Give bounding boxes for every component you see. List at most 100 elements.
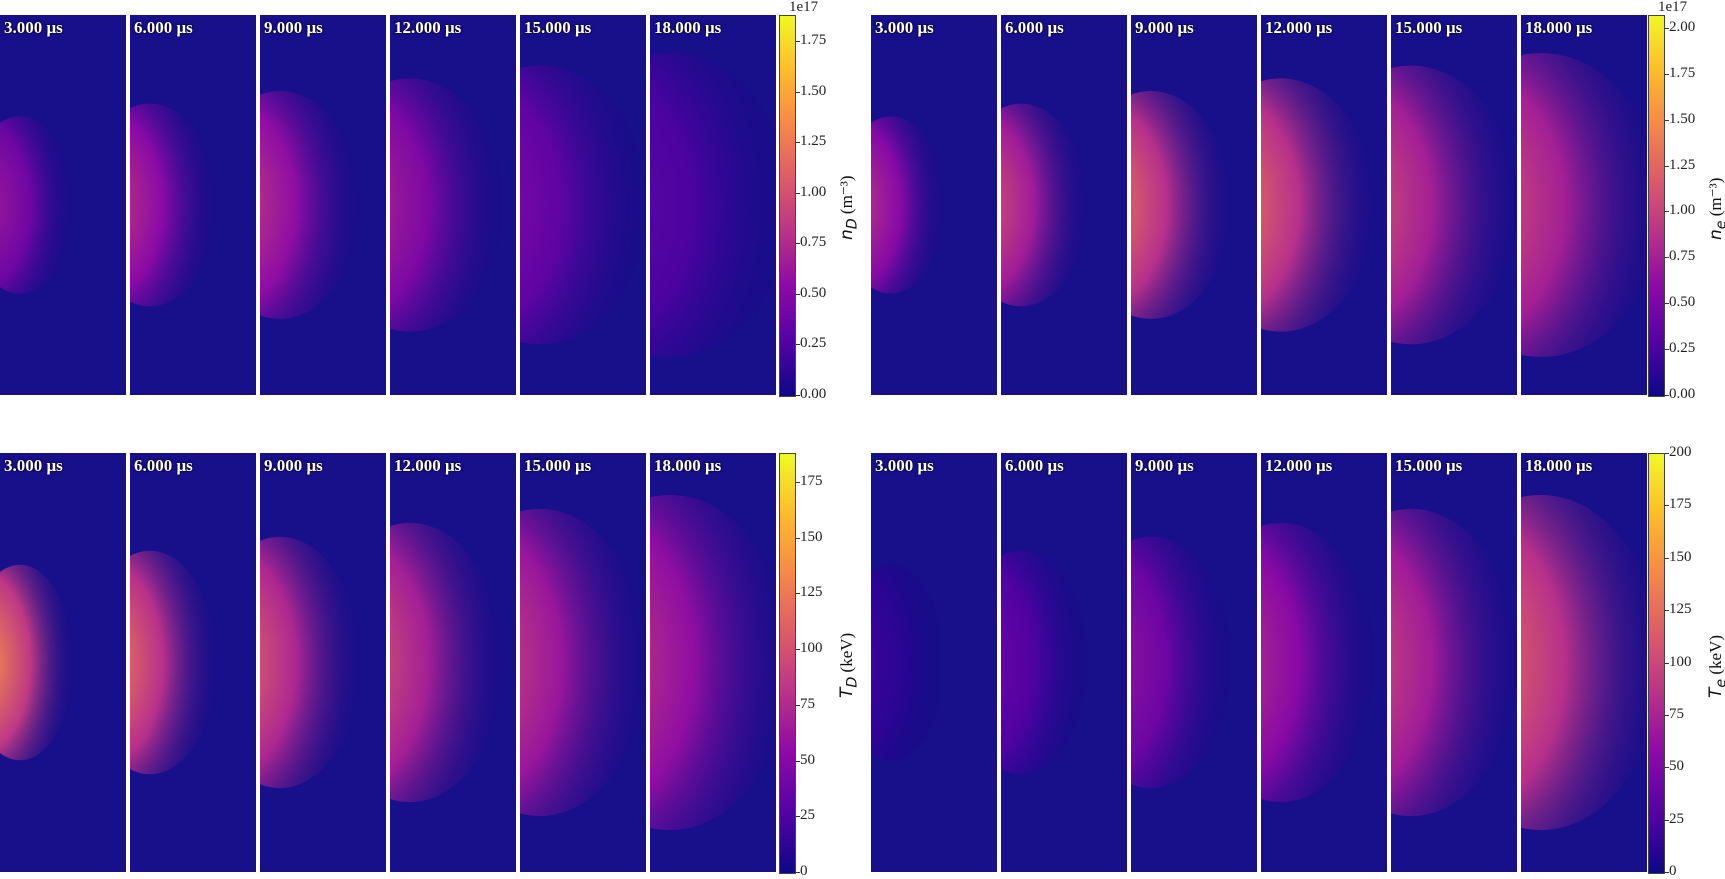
colorbar-tick-label: 50 bbox=[1669, 758, 1684, 775]
frame-time-label: 12.000 μs bbox=[1265, 18, 1333, 37]
plasma-blob bbox=[520, 508, 646, 817]
colorbar-tick bbox=[796, 537, 800, 539]
colorbar-tick-label: 75 bbox=[1669, 705, 1684, 722]
heatmap-frame: 15.000 μs bbox=[520, 15, 646, 395]
colorbar-tick bbox=[1665, 557, 1669, 559]
colorbar-tick bbox=[1665, 714, 1669, 716]
colorbar-tick-label: 1.50 bbox=[1669, 110, 1696, 127]
plasma-blob bbox=[1001, 103, 1088, 307]
heatmap-frame: 15.000 μs bbox=[1391, 453, 1517, 872]
colorbar-tick bbox=[796, 142, 800, 144]
colorbar-exponent: 1e17 bbox=[1658, 0, 1688, 15]
colorbar-tick-label: 0 bbox=[800, 863, 808, 879]
frame-time-label: 12.000 μs bbox=[1265, 456, 1333, 475]
colorbar-axis-label: ne (m⁻³) bbox=[1706, 177, 1725, 240]
colorbar-tick bbox=[796, 41, 800, 43]
plasma-blob bbox=[650, 53, 776, 357]
colorbar-tick bbox=[796, 395, 800, 396]
colorbar bbox=[779, 15, 796, 397]
colorbar-tick bbox=[796, 91, 800, 93]
plasma-field bbox=[1001, 103, 1088, 307]
heatmap-frame: 12.000 μs bbox=[1261, 453, 1387, 872]
heatmap-frame: 18.000 μs bbox=[1521, 453, 1647, 872]
heatmap-frame: 9.000 μs bbox=[1131, 453, 1257, 872]
frame-time-label: 15.000 μs bbox=[1395, 456, 1463, 475]
heatmap-frame: 15.000 μs bbox=[1391, 15, 1517, 395]
colorbar-tick bbox=[1665, 819, 1669, 821]
frame-time-label: 15.000 μs bbox=[1395, 18, 1463, 37]
plasma-field bbox=[1391, 65, 1517, 345]
colorbar-tick-label: 175 bbox=[800, 472, 823, 489]
colorbar-tick-label: 0.00 bbox=[1669, 386, 1696, 402]
plasma-blob bbox=[520, 65, 646, 345]
colorbar-tick-label: 25 bbox=[1669, 810, 1684, 827]
colorbar-tick bbox=[1665, 610, 1669, 612]
colorbar-tick bbox=[796, 816, 800, 818]
heatmap-frame: 6.000 μs bbox=[130, 453, 256, 872]
frame-time-label: 9.000 μs bbox=[1135, 18, 1194, 37]
plasma-blob bbox=[1391, 508, 1517, 817]
plasma-blob bbox=[260, 91, 360, 319]
heatmap-frame: 12.000 μs bbox=[390, 453, 516, 872]
plasma-blob bbox=[0, 116, 74, 294]
heatmap-frame: 6.000 μs bbox=[1001, 453, 1127, 872]
colorbar-tick bbox=[796, 192, 800, 194]
plasma-field bbox=[650, 53, 776, 357]
frame-time-label: 6.000 μs bbox=[134, 18, 193, 37]
plasma-blob bbox=[260, 536, 360, 789]
colorbar-tick-label: 50 bbox=[800, 751, 815, 768]
colorbar-tick-label: 150 bbox=[1669, 548, 1692, 565]
colorbar-tick bbox=[1665, 349, 1669, 351]
colorbar-tick-label: 100 bbox=[1669, 653, 1692, 670]
frame-time-label: 6.000 μs bbox=[134, 456, 193, 475]
colorbar-tick-label: 1.75 bbox=[1669, 64, 1696, 81]
plasma-field bbox=[650, 494, 776, 831]
plasma-field bbox=[260, 91, 360, 319]
heatmap-frame: 3.000 μs bbox=[871, 453, 997, 872]
colorbar-tick-label: 0.25 bbox=[1669, 340, 1696, 357]
heatmap-frame: 15.000 μs bbox=[520, 453, 646, 872]
colorbar bbox=[1648, 453, 1665, 874]
colorbar-tick-label: 2.00 bbox=[1669, 18, 1696, 35]
colorbar-tick-label: 125 bbox=[1669, 601, 1692, 618]
plasma-field bbox=[871, 116, 945, 294]
colorbar-tick-label: 0.50 bbox=[800, 284, 827, 301]
heatmap-frame: 9.000 μs bbox=[260, 453, 386, 872]
frame-time-label: 18.000 μs bbox=[1525, 456, 1593, 475]
plasma-blob bbox=[871, 564, 945, 761]
heatmap-frame: 9.000 μs bbox=[1131, 15, 1257, 395]
frame-time-label: 3.000 μs bbox=[4, 18, 63, 37]
plasma-blob bbox=[1521, 494, 1647, 831]
plasma-field bbox=[1261, 78, 1375, 332]
colorbar-tick-label: 0 bbox=[1669, 863, 1677, 879]
plasma-blob bbox=[1131, 536, 1231, 789]
colorbar-tick-label: 1.75 bbox=[800, 32, 827, 49]
frame-time-label: 18.000 μs bbox=[654, 18, 722, 37]
plasma-field bbox=[871, 564, 945, 761]
colorbar-tick bbox=[1665, 395, 1669, 396]
colorbar-tick-label: 1.25 bbox=[1669, 156, 1696, 173]
colorbar-tick-label: 125 bbox=[800, 584, 823, 601]
heatmap-frame: 6.000 μs bbox=[130, 15, 256, 395]
colorbar-tick bbox=[1665, 73, 1669, 75]
colorbar-axis-label: TD (keV) bbox=[837, 632, 861, 698]
heatmap-frame: 18.000 μs bbox=[1521, 15, 1647, 395]
colorbar bbox=[779, 453, 796, 874]
colorbar-tick-label: 25 bbox=[800, 807, 815, 824]
plasma-field bbox=[1391, 508, 1517, 817]
plasma-blob bbox=[1131, 91, 1231, 319]
colorbar-tick bbox=[796, 649, 800, 651]
plasma-blob bbox=[390, 522, 504, 803]
colorbar-tick bbox=[796, 760, 800, 762]
plasma-field bbox=[130, 103, 217, 307]
colorbar-tick-label: 1.00 bbox=[1669, 202, 1696, 219]
plasma-field bbox=[1001, 550, 1088, 775]
heatmap-frame: 18.000 μs bbox=[650, 453, 776, 872]
colorbar-tick-label: 1.25 bbox=[800, 133, 827, 150]
frame-time-label: 9.000 μs bbox=[1135, 456, 1194, 475]
colorbar-tick bbox=[796, 481, 800, 483]
colorbar-tick bbox=[1665, 872, 1669, 873]
plasma-blob bbox=[130, 103, 217, 307]
colorbar-tick bbox=[796, 593, 800, 595]
colorbar-tick bbox=[1665, 303, 1669, 305]
